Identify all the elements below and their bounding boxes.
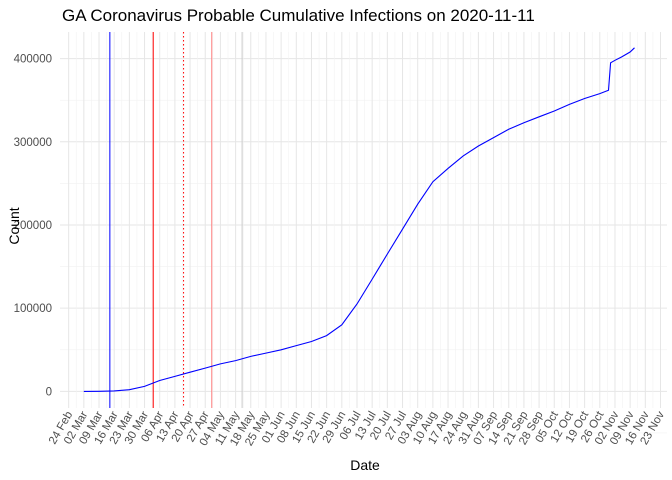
reference-lines (109, 32, 243, 408)
series-group (83, 47, 635, 392)
y-tick-label: 300000 (14, 137, 52, 149)
y-axis-ticks: 0 100000 200000 300000 400000 (14, 54, 52, 399)
grid (60, 32, 667, 434)
series-line (83, 47, 635, 392)
y-tick-label: 400000 (14, 54, 52, 66)
y-axis-title: Count (6, 207, 22, 244)
y-tick-label: 0 (46, 386, 52, 398)
y-tick-label: 200000 (14, 220, 52, 232)
x-axis-title: Date (350, 457, 380, 473)
y-tick-label: 100000 (14, 303, 52, 315)
chart-title: GA Coronavirus Probable Cumulative Infec… (62, 6, 535, 25)
